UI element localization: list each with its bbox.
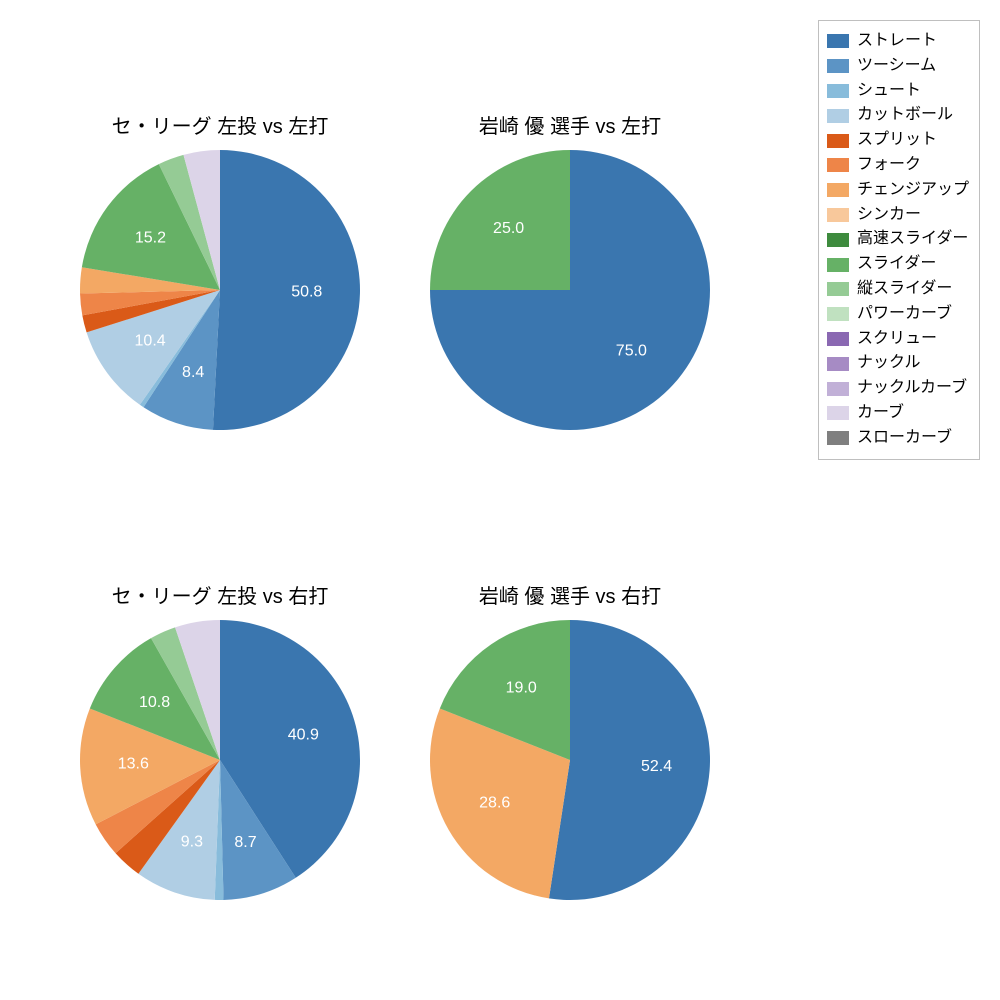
legend-item: チェンジアップ [827, 178, 969, 203]
legend-swatch [827, 84, 849, 98]
legend-swatch [827, 258, 849, 272]
legend-swatch [827, 307, 849, 321]
legend-swatch [827, 134, 849, 148]
legend-label: チェンジアップ [857, 178, 969, 203]
legend-label: パワーカーブ [857, 302, 952, 327]
legend-item: カットボール [827, 103, 969, 128]
legend-item: パワーカーブ [827, 302, 969, 327]
legend-label: ツーシーム [857, 54, 936, 79]
legend-swatch [827, 208, 849, 222]
legend-label: フォーク [857, 153, 921, 178]
legend-label: スプリット [857, 128, 937, 153]
legend-item: ツーシーム [827, 54, 969, 79]
legend-label: ストレート [857, 29, 937, 54]
legend-label: ナックル [857, 351, 921, 376]
slice-label: 8.4 [182, 364, 204, 381]
pie-chart: 50.8 8.4 10.4 15.2 [78, 148, 362, 432]
chart-title: 岩崎 優 選手 vs 右打 [420, 580, 720, 609]
legend-swatch [827, 59, 849, 73]
slice-label: 10.4 [135, 333, 166, 350]
legend-swatch [827, 282, 849, 296]
pie-chart: 52.4 28.6 19.0 [428, 618, 712, 902]
pie-slice [213, 150, 360, 430]
legend-label: スローカーブ [857, 426, 952, 451]
slice-label: 52.4 [641, 758, 672, 775]
legend-item: 縦スライダー [827, 277, 969, 302]
legend-label: カーブ [857, 401, 904, 426]
legend-swatch [827, 158, 849, 172]
pie-chart: 75.0 25.0 [428, 148, 712, 432]
legend-item: ストレート [827, 29, 969, 54]
legend-swatch [827, 109, 849, 123]
figure: ストレートツーシームシュートカットボールスプリットフォークチェンジアップシンカー… [0, 0, 1000, 1000]
slice-label: 75.0 [616, 343, 647, 360]
legend-label: 縦スライダー [857, 277, 952, 302]
chart-title: セ・リーグ 左投 vs 左打 [70, 110, 370, 139]
slice-label: 19.0 [506, 679, 537, 696]
legend-label: スライダー [857, 252, 936, 277]
slice-label: 40.9 [288, 727, 319, 744]
legend-item: スライダー [827, 252, 969, 277]
legend-swatch [827, 431, 849, 445]
pie-slice [549, 620, 710, 900]
slice-label: 8.7 [234, 834, 256, 851]
legend-label: カットボール [857, 103, 953, 128]
slice-label: 15.2 [135, 229, 166, 246]
legend-item: シュート [827, 79, 969, 104]
legend-item: ナックルカーブ [827, 376, 969, 401]
legend-swatch [827, 233, 849, 247]
slice-label: 10.8 [139, 694, 170, 711]
legend-label: スクリュー [857, 327, 937, 352]
legend-item: フォーク [827, 153, 969, 178]
slice-label: 13.6 [118, 756, 149, 773]
slice-label: 28.6 [479, 794, 510, 811]
legend-swatch [827, 34, 849, 48]
legend-swatch [827, 382, 849, 396]
legend-label: ナックルカーブ [857, 376, 967, 401]
slice-label: 25.0 [493, 220, 524, 237]
legend-item: 高速スライダー [827, 227, 969, 252]
legend: ストレートツーシームシュートカットボールスプリットフォークチェンジアップシンカー… [818, 20, 980, 460]
legend-item: スクリュー [827, 327, 969, 352]
legend-item: シンカー [827, 203, 969, 228]
chart-title: セ・リーグ 左投 vs 右打 [70, 580, 370, 609]
legend-item: カーブ [827, 401, 969, 426]
legend-item: スローカーブ [827, 426, 969, 451]
legend-swatch [827, 357, 849, 371]
legend-swatch [827, 183, 849, 197]
legend-item: スプリット [827, 128, 969, 153]
legend-swatch [827, 332, 849, 346]
slice-label: 9.3 [181, 833, 203, 850]
legend-swatch [827, 406, 849, 420]
pie-chart: 40.9 8.7 9.3 13.6 10.8 [78, 618, 362, 902]
legend-label: 高速スライダー [857, 227, 968, 252]
slice-label: 50.8 [291, 283, 322, 300]
chart-title: 岩崎 優 選手 vs 左打 [420, 110, 720, 139]
legend-item: ナックル [827, 351, 969, 376]
legend-label: シンカー [857, 203, 921, 228]
legend-label: シュート [857, 79, 921, 104]
